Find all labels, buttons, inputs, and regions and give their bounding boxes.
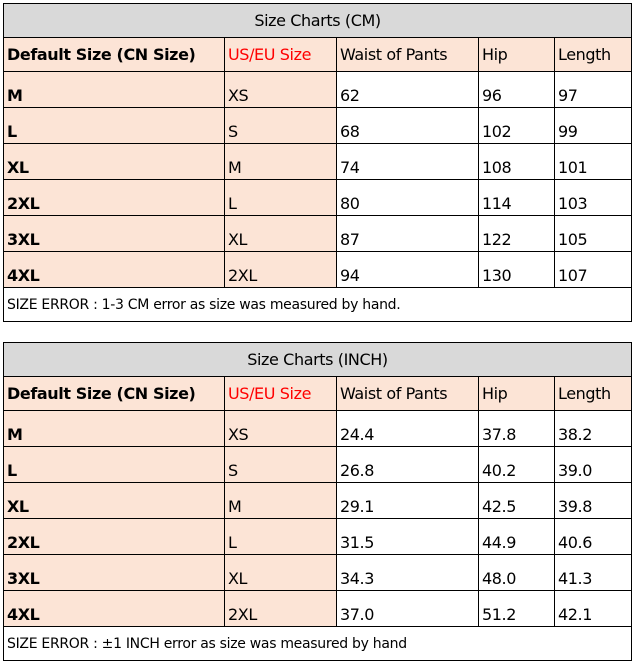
cell-hip: 114 [478, 179, 555, 216]
cell-us-eu-size: 2XL [224, 251, 337, 288]
table-row: XL M 29.1 42.5 39.8 [3, 482, 633, 519]
cell-default-size: M [3, 71, 225, 108]
cell-length: 40.6 [553, 518, 633, 555]
cell-default-size: XL [3, 482, 225, 519]
cell-us-eu-size: L [224, 179, 337, 216]
cell-waist: 29.1 [336, 482, 479, 519]
table-row: M XS 62 96 97 [3, 71, 633, 108]
cell-hip: 42.5 [478, 482, 555, 519]
table-row: L S 26.8 40.2 39.0 [3, 446, 633, 483]
cell-length: 105 [553, 215, 633, 252]
cell-default-size: 4XL [3, 251, 225, 288]
cell-waist: 94 [336, 251, 479, 288]
cell-waist: 24.4 [336, 410, 479, 447]
header-row: Default Size (CN Size) US/EU Size Waist of… [3, 37, 633, 72]
cell-waist: 80 [336, 179, 479, 216]
cell-waist: 26.8 [336, 446, 479, 483]
table-row: 4XL 2XL 94 130 107 [3, 251, 633, 288]
cell-length: 39.8 [553, 482, 633, 519]
cell-us-eu-size: XS [224, 71, 337, 108]
header-row: Default Size (CN Size) US/EU Size Waist of… [3, 376, 633, 411]
header-length: Length [553, 37, 633, 72]
cell-us-eu-size: 2XL [224, 590, 337, 627]
cell-default-size: L [3, 107, 225, 144]
table-row: 3XL XL 87 122 105 [3, 215, 633, 252]
cell-waist: 62 [336, 71, 479, 108]
cell-default-size: 2XL [3, 179, 225, 216]
cell-hip: 37.8 [478, 410, 555, 447]
cell-hip: 40.2 [478, 446, 555, 483]
header-length: Length [553, 376, 633, 411]
cell-waist: 87 [336, 215, 479, 252]
size-error-note: SIZE ERROR : ±1 INCH error as size was m… [2, 626, 633, 661]
cell-us-eu-size: XS [224, 410, 337, 447]
table-row: 2XL L 80 114 103 [3, 179, 633, 216]
cell-us-eu-size: XL [224, 215, 337, 252]
cell-waist: 68 [336, 107, 479, 144]
cell-default-size: 2XL [3, 518, 225, 555]
table-title: Size Charts (CM) [2, 3, 633, 38]
size-error-note: SIZE ERROR : 1-3 CM error as size was me… [2, 287, 633, 322]
cell-us-eu-size: M [224, 143, 337, 180]
cell-us-eu-size: XL [224, 554, 337, 591]
cell-default-size: XL [3, 143, 225, 180]
cell-hip: 48.0 [478, 554, 555, 591]
cell-default-size: 3XL [3, 215, 225, 252]
cell-hip: 102 [478, 107, 555, 144]
cell-length: 103 [553, 179, 633, 216]
cell-length: 41.3 [553, 554, 633, 591]
cell-hip: 96 [478, 71, 555, 108]
header-hip: Hip [478, 376, 555, 411]
cell-default-size: 3XL [3, 554, 225, 591]
cell-length: 107 [553, 251, 633, 288]
cell-hip: 108 [478, 143, 555, 180]
cell-hip: 130 [478, 251, 555, 288]
cell-hip: 51.2 [478, 590, 555, 627]
cell-length: 97 [553, 71, 633, 108]
table-row: 3XL XL 34.3 48.0 41.3 [3, 554, 633, 591]
cell-default-size: L [3, 446, 225, 483]
cell-hip: 44.9 [478, 518, 555, 555]
cell-hip: 122 [478, 215, 555, 252]
cell-waist: 37.0 [336, 590, 479, 627]
cell-us-eu-size: S [224, 446, 337, 483]
cell-length: 101 [553, 143, 633, 180]
table-row: XL M 74 108 101 [3, 143, 633, 180]
cell-length: 38.2 [553, 410, 633, 447]
table-title: Size Charts (INCH) [2, 342, 633, 377]
table-row: L S 68 102 99 [3, 107, 633, 144]
header-default-size: Default Size (CN Size) [3, 37, 225, 72]
cell-length: 39.0 [553, 446, 633, 483]
size-chart-inch: Size Charts (INCH) Default Size (CN Size)… [2, 342, 633, 661]
table-row: 4XL 2XL 37.0 51.2 42.1 [3, 590, 633, 627]
cell-us-eu-size: S [224, 107, 337, 144]
header-hip: Hip [478, 37, 555, 72]
table-row: M XS 24.4 37.8 38.2 [3, 410, 633, 447]
table-row: 2XL L 31.5 44.9 40.6 [3, 518, 633, 555]
cell-default-size: M [3, 410, 225, 447]
cell-us-eu-size: L [224, 518, 337, 555]
header-waist: Waist of Pants [336, 37, 479, 72]
header-us-eu-size: US/EU Size [224, 376, 337, 411]
cell-length: 99 [553, 107, 633, 144]
cell-default-size: 4XL [3, 590, 225, 627]
cell-waist: 34.3 [336, 554, 479, 591]
size-chart-cm: Size Charts (CM) Default Size (CN Size) US… [2, 3, 633, 322]
header-us-eu-size: US/EU Size [224, 37, 337, 72]
cell-waist: 31.5 [336, 518, 479, 555]
cell-waist: 74 [336, 143, 479, 180]
cell-length: 42.1 [553, 590, 633, 627]
cell-us-eu-size: M [224, 482, 337, 519]
header-waist: Waist of Pants [336, 376, 479, 411]
header-default-size: Default Size (CN Size) [3, 376, 225, 411]
